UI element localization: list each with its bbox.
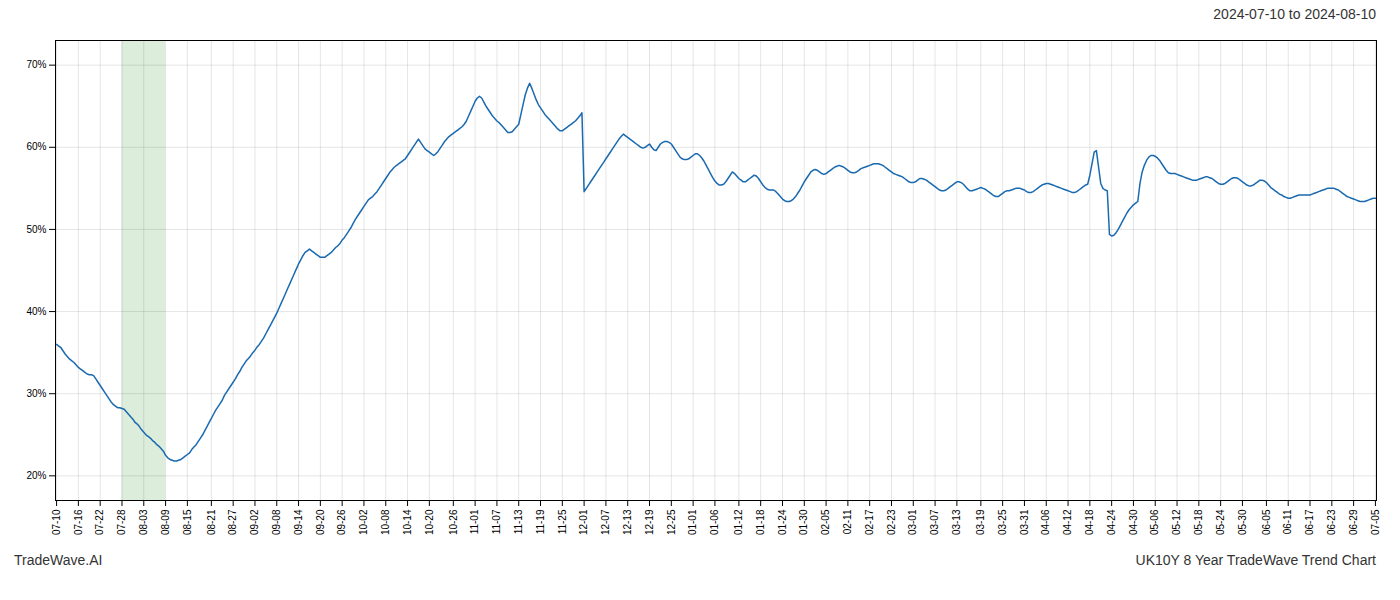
svg-text:06-05: 06-05 xyxy=(1261,509,1272,535)
svg-text:11-07: 11-07 xyxy=(491,509,502,534)
svg-text:10-26: 10-26 xyxy=(448,509,459,535)
svg-text:09-14: 09-14 xyxy=(293,509,304,535)
svg-text:11-19: 11-19 xyxy=(535,509,546,534)
svg-text:06-17: 06-17 xyxy=(1304,509,1315,535)
svg-text:07-28: 07-28 xyxy=(116,509,127,535)
svg-text:03-07: 03-07 xyxy=(929,509,940,535)
svg-text:10-20: 10-20 xyxy=(424,509,435,535)
svg-text:60%: 60% xyxy=(26,141,46,152)
svg-text:02-05: 02-05 xyxy=(820,509,831,535)
svg-text:03-31: 03-31 xyxy=(1019,509,1030,535)
svg-text:12-01: 12-01 xyxy=(578,509,589,535)
svg-text:05-12: 05-12 xyxy=(1171,509,1182,535)
html-text:2024-07-10 to 2024-08-10: 2024-07-10 to 2024-08-10 xyxy=(1213,6,1376,22)
svg-text:09-20: 09-20 xyxy=(315,509,326,535)
svg-text:08-15: 08-15 xyxy=(182,509,193,535)
svg-text:08-27: 08-27 xyxy=(227,509,238,535)
svg-text:09-02: 09-02 xyxy=(249,509,260,535)
svg-text:01-24: 01-24 xyxy=(777,509,788,535)
svg-text:08-03: 08-03 xyxy=(138,509,149,535)
svg-text:05-06: 05-06 xyxy=(1149,509,1160,535)
svg-text:04-12: 04-12 xyxy=(1062,509,1073,535)
svg-text:70%: 70% xyxy=(26,59,46,70)
svg-text:07-22: 07-22 xyxy=(94,509,105,535)
svg-text:06-11: 06-11 xyxy=(1282,509,1293,534)
svg-text:05-24: 05-24 xyxy=(1215,509,1226,535)
svg-text:03-01: 03-01 xyxy=(907,509,918,535)
svg-text:12-07: 12-07 xyxy=(600,509,611,535)
svg-text:01-18: 01-18 xyxy=(755,509,766,535)
svg-text:30%: 30% xyxy=(26,388,46,399)
svg-text:40%: 40% xyxy=(26,306,46,317)
svg-text:20%: 20% xyxy=(26,470,46,481)
html-text:TradeWave.AI: TradeWave.AI xyxy=(14,552,103,568)
svg-text:07-10: 07-10 xyxy=(51,509,62,535)
svg-text:06-23: 06-23 xyxy=(1326,509,1337,535)
svg-text:12-19: 12-19 xyxy=(644,509,655,535)
svg-text:04-06: 04-06 xyxy=(1040,509,1051,535)
svg-text:04-30: 04-30 xyxy=(1128,509,1139,535)
svg-text:06-29: 06-29 xyxy=(1348,509,1359,535)
svg-text:03-25: 03-25 xyxy=(997,509,1008,535)
svg-text:09-08: 09-08 xyxy=(271,509,282,535)
svg-text:12-25: 12-25 xyxy=(666,509,677,535)
svg-text:08-09: 08-09 xyxy=(160,509,171,535)
svg-text:02-17: 02-17 xyxy=(864,509,875,535)
svg-text:10-02: 10-02 xyxy=(358,509,369,535)
svg-text:02-23: 02-23 xyxy=(886,509,897,535)
svg-text:08-21: 08-21 xyxy=(206,509,217,535)
svg-text:01-12: 01-12 xyxy=(733,509,744,535)
html-text:UK10Y 8 Year TradeWave Trend C: UK10Y 8 Year TradeWave Trend Chart xyxy=(1135,552,1376,568)
svg-text:09-26: 09-26 xyxy=(336,509,347,535)
svg-text:02-11: 02-11 xyxy=(842,509,853,534)
svg-text:05-30: 05-30 xyxy=(1237,509,1248,535)
svg-text:04-24: 04-24 xyxy=(1106,509,1117,535)
svg-text:03-19: 03-19 xyxy=(975,509,986,535)
svg-text:11-01: 11-01 xyxy=(469,509,480,534)
svg-text:12-13: 12-13 xyxy=(622,509,633,535)
svg-text:04-18: 04-18 xyxy=(1084,509,1095,535)
svg-text:01-30: 01-30 xyxy=(798,509,809,535)
svg-text:01-01: 01-01 xyxy=(687,509,698,535)
svg-text:11-13: 11-13 xyxy=(513,509,524,534)
svg-text:10-14: 10-14 xyxy=(402,509,413,535)
svg-text:03-13: 03-13 xyxy=(951,509,962,535)
svg-text:01-06: 01-06 xyxy=(709,509,720,535)
svg-text:50%: 50% xyxy=(26,224,46,235)
svg-text:05-18: 05-18 xyxy=(1193,509,1204,535)
svg-text:07-05: 07-05 xyxy=(1370,509,1381,535)
svg-text:11-25: 11-25 xyxy=(557,509,568,534)
svg-text:10-08: 10-08 xyxy=(380,509,391,535)
svg-text:07-16: 07-16 xyxy=(73,509,84,535)
